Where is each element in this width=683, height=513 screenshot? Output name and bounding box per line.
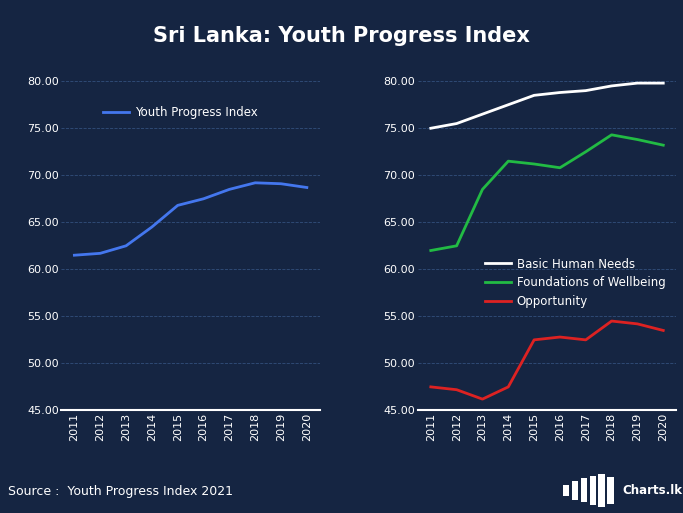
Text: Sri Lanka: Youth Progress Index: Sri Lanka: Youth Progress Index (153, 26, 530, 46)
Bar (598, 474, 605, 507)
Bar (589, 476, 596, 505)
Legend: Youth Progress Index: Youth Progress Index (98, 102, 262, 124)
Text: Charts.lk: Charts.lk (622, 484, 682, 497)
Bar (607, 477, 614, 504)
Legend: Basic Human Needs, Foundations of Wellbeing, Opportunity: Basic Human Needs, Foundations of Wellbe… (480, 253, 670, 313)
Bar (581, 479, 587, 502)
Bar (572, 481, 578, 500)
Text: Source :  Youth Progress Index 2021: Source : Youth Progress Index 2021 (8, 485, 233, 498)
Bar (563, 485, 569, 496)
